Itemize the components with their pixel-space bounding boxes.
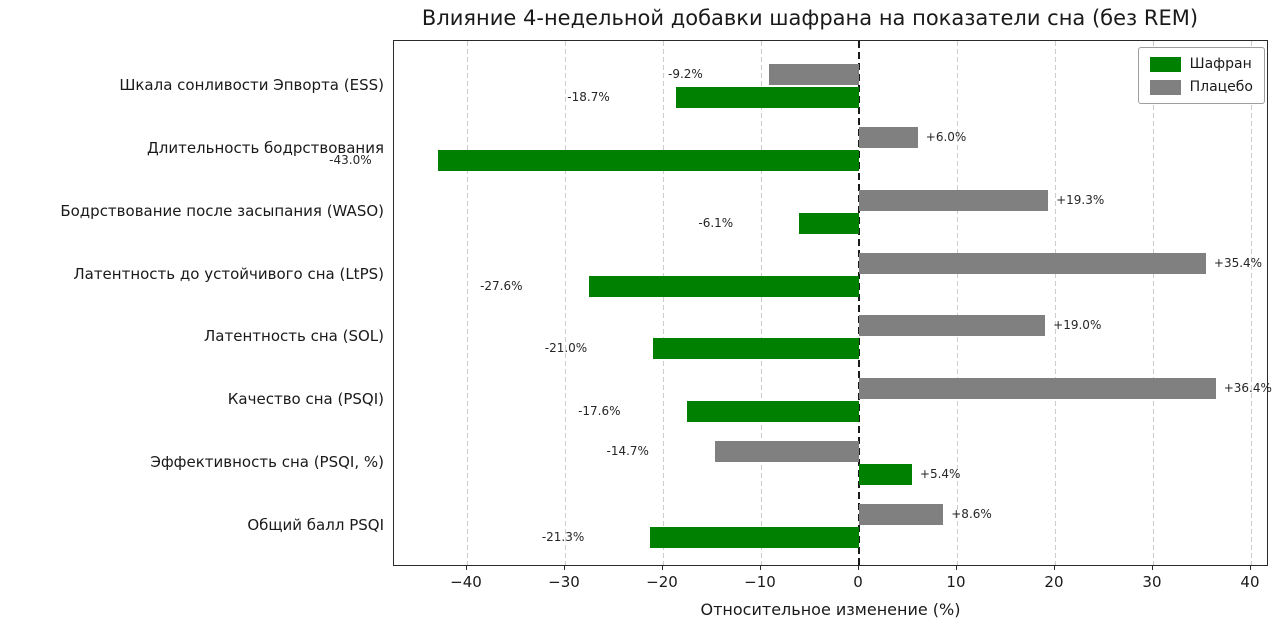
value-label: -6.1% [698, 215, 734, 230]
legend: Шафран Плацебо [1137, 47, 1265, 104]
x-tick-mark [759, 566, 761, 570]
value-label: +36.4% [1223, 381, 1272, 396]
value-label: -14.7% [606, 444, 649, 459]
placebo-bar [858, 189, 1049, 211]
placebo-bar [858, 503, 944, 525]
x-tick-mark [1151, 566, 1153, 570]
value-label: -21.3% [541, 529, 585, 544]
y-axis-label: Общий балл PSQI [247, 515, 384, 534]
y-axis-label: Латентность до устойчивого сна (LtPS) [73, 264, 384, 283]
y-axis-label: Латентность сна (SOL) [204, 327, 384, 346]
value-label: -21.0% [544, 341, 588, 356]
legend-label-saffron: Шафран [1189, 56, 1252, 72]
gridline [1152, 41, 1154, 565]
x-tick-label: −10 [744, 573, 776, 591]
x-tick-mark [466, 566, 467, 570]
value-label: +19.3% [1056, 192, 1105, 207]
y-axis-label: Качество сна (PSQI) [227, 390, 384, 409]
y-axis-label: Длительность бодрствования [147, 138, 384, 157]
x-tick-label: 40 [1240, 573, 1260, 591]
y-axis-label: Эффективность сна (PSQI, %) [150, 453, 384, 472]
saffron-bar [653, 338, 859, 360]
x-tick-mark [857, 566, 859, 570]
placebo-bar [858, 315, 1046, 337]
y-axis-label: Шкала сонливости Эпворта (ESS) [119, 76, 384, 94]
value-label: -18.7% [567, 90, 610, 104]
x-axis-label: Относительное изменение (%) [700, 600, 961, 619]
saffron-bar [650, 526, 859, 548]
plot-area: -9.2% -18.7% +6.0% -43.0% +19.3% -6.1% +35.4% -… [329, 40, 1272, 566]
x-tick-mark [661, 566, 663, 570]
saffron-bar [686, 401, 859, 423]
x-tick-mark [1053, 566, 1055, 570]
saffron-bar [588, 275, 859, 297]
x-tick-mark [564, 566, 565, 570]
x-tick-label: 0 [853, 573, 863, 591]
x-tick-label: 20 [1044, 573, 1064, 591]
x-tick-label: −20 [646, 573, 678, 591]
value-label: -9.2% [668, 67, 703, 81]
x-tick-mark [955, 566, 957, 570]
placebo-swatch [1149, 79, 1181, 95]
placebo-bar [768, 64, 859, 85]
value-label: +19.0% [1053, 318, 1102, 333]
legend-item-placebo: Плацебо [1149, 79, 1253, 95]
saffron-bar [799, 212, 859, 234]
value-label: +35.4% [1213, 255, 1263, 270]
value-label: -17.6% [578, 404, 621, 419]
x-tick-label: 30 [1142, 573, 1162, 591]
value-label: -27.6% [480, 278, 523, 293]
chart-title: Влияние 4-недельной добавки шафрана на п… [421, 6, 1199, 30]
saffron-bar [675, 87, 859, 108]
gridline [467, 41, 468, 565]
saffron-bar [437, 149, 859, 171]
saffron-bar [858, 464, 912, 486]
placebo-bar [714, 441, 859, 463]
gridline [956, 41, 958, 565]
gridline [565, 41, 566, 565]
placebo-bar [858, 378, 1216, 400]
gridline [760, 41, 762, 565]
placebo-bar [858, 126, 918, 148]
placebo-bar [858, 252, 1206, 274]
saffron-swatch [1149, 56, 1181, 72]
value-label: +8.6% [951, 506, 992, 521]
x-tick-mark [1249, 566, 1251, 570]
legend-label-placebo: Плацебо [1189, 79, 1253, 95]
value-label: -43.0% [329, 152, 372, 167]
gridline [1054, 41, 1056, 565]
value-label: +6.0% [925, 129, 967, 144]
gridline [662, 41, 664, 565]
y-axis-label: Бодрствование после засыпания (WASO) [60, 201, 384, 220]
legend-item-saffron: Шафран [1149, 56, 1253, 72]
x-tick-label: −40 [450, 573, 482, 591]
x-tick-label: −30 [548, 573, 580, 591]
value-label: +5.4% [919, 467, 961, 482]
zero-line [857, 41, 860, 565]
x-tick-label: 10 [946, 573, 966, 591]
gridline [1250, 41, 1252, 565]
